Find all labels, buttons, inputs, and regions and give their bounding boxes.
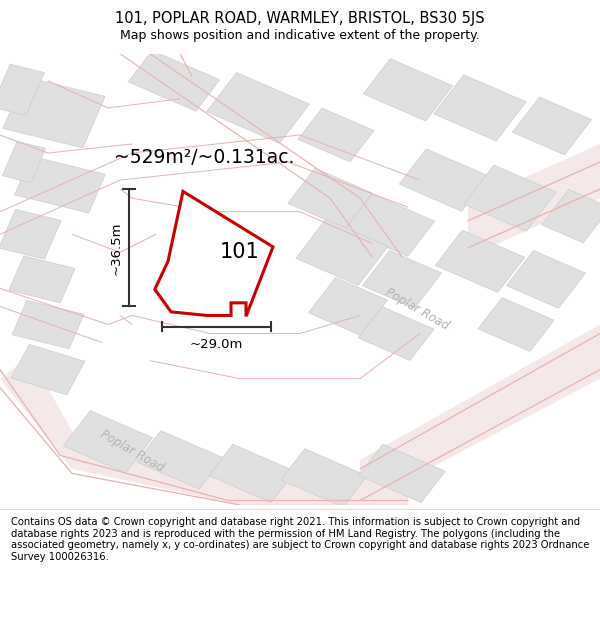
Polygon shape <box>296 219 388 286</box>
Polygon shape <box>506 251 586 308</box>
Polygon shape <box>209 444 295 503</box>
Polygon shape <box>468 144 600 257</box>
Polygon shape <box>360 324 600 505</box>
Text: Poplar Road: Poplar Road <box>98 428 166 474</box>
Text: ~29.0m: ~29.0m <box>190 338 243 351</box>
Polygon shape <box>12 301 84 349</box>
Polygon shape <box>0 356 408 505</box>
Polygon shape <box>436 230 524 292</box>
Polygon shape <box>358 307 434 361</box>
Polygon shape <box>478 298 554 351</box>
Polygon shape <box>0 64 44 116</box>
Polygon shape <box>3 77 105 148</box>
Polygon shape <box>359 444 445 503</box>
Text: 101, POPLAR ROAD, WARMLEY, BRISTOL, BS30 5JS: 101, POPLAR ROAD, WARMLEY, BRISTOL, BS30… <box>115 11 485 26</box>
Polygon shape <box>14 156 106 213</box>
Polygon shape <box>542 189 600 242</box>
Polygon shape <box>206 72 310 143</box>
Polygon shape <box>364 59 452 121</box>
Polygon shape <box>362 251 442 308</box>
Polygon shape <box>9 256 75 303</box>
Polygon shape <box>64 411 152 473</box>
Polygon shape <box>308 278 388 336</box>
Polygon shape <box>281 449 367 507</box>
Text: Poplar Road: Poplar Road <box>383 285 451 332</box>
Polygon shape <box>434 75 526 141</box>
Polygon shape <box>2 141 46 182</box>
Polygon shape <box>288 168 372 228</box>
Polygon shape <box>137 431 223 489</box>
Polygon shape <box>464 165 556 231</box>
Text: ~36.5m: ~36.5m <box>109 221 122 274</box>
Text: Map shows position and indicative extent of the property.: Map shows position and indicative extent… <box>120 29 480 42</box>
Polygon shape <box>298 108 374 162</box>
Polygon shape <box>400 149 488 211</box>
Text: ~529m²/~0.131ac.: ~529m²/~0.131ac. <box>114 148 295 167</box>
Text: 101: 101 <box>220 242 260 262</box>
Polygon shape <box>346 194 434 256</box>
Text: Contains OS data © Crown copyright and database right 2021. This information is : Contains OS data © Crown copyright and d… <box>11 517 589 562</box>
Polygon shape <box>11 344 85 395</box>
Polygon shape <box>0 209 61 259</box>
Polygon shape <box>128 51 220 111</box>
Polygon shape <box>155 191 273 316</box>
Polygon shape <box>512 97 592 155</box>
